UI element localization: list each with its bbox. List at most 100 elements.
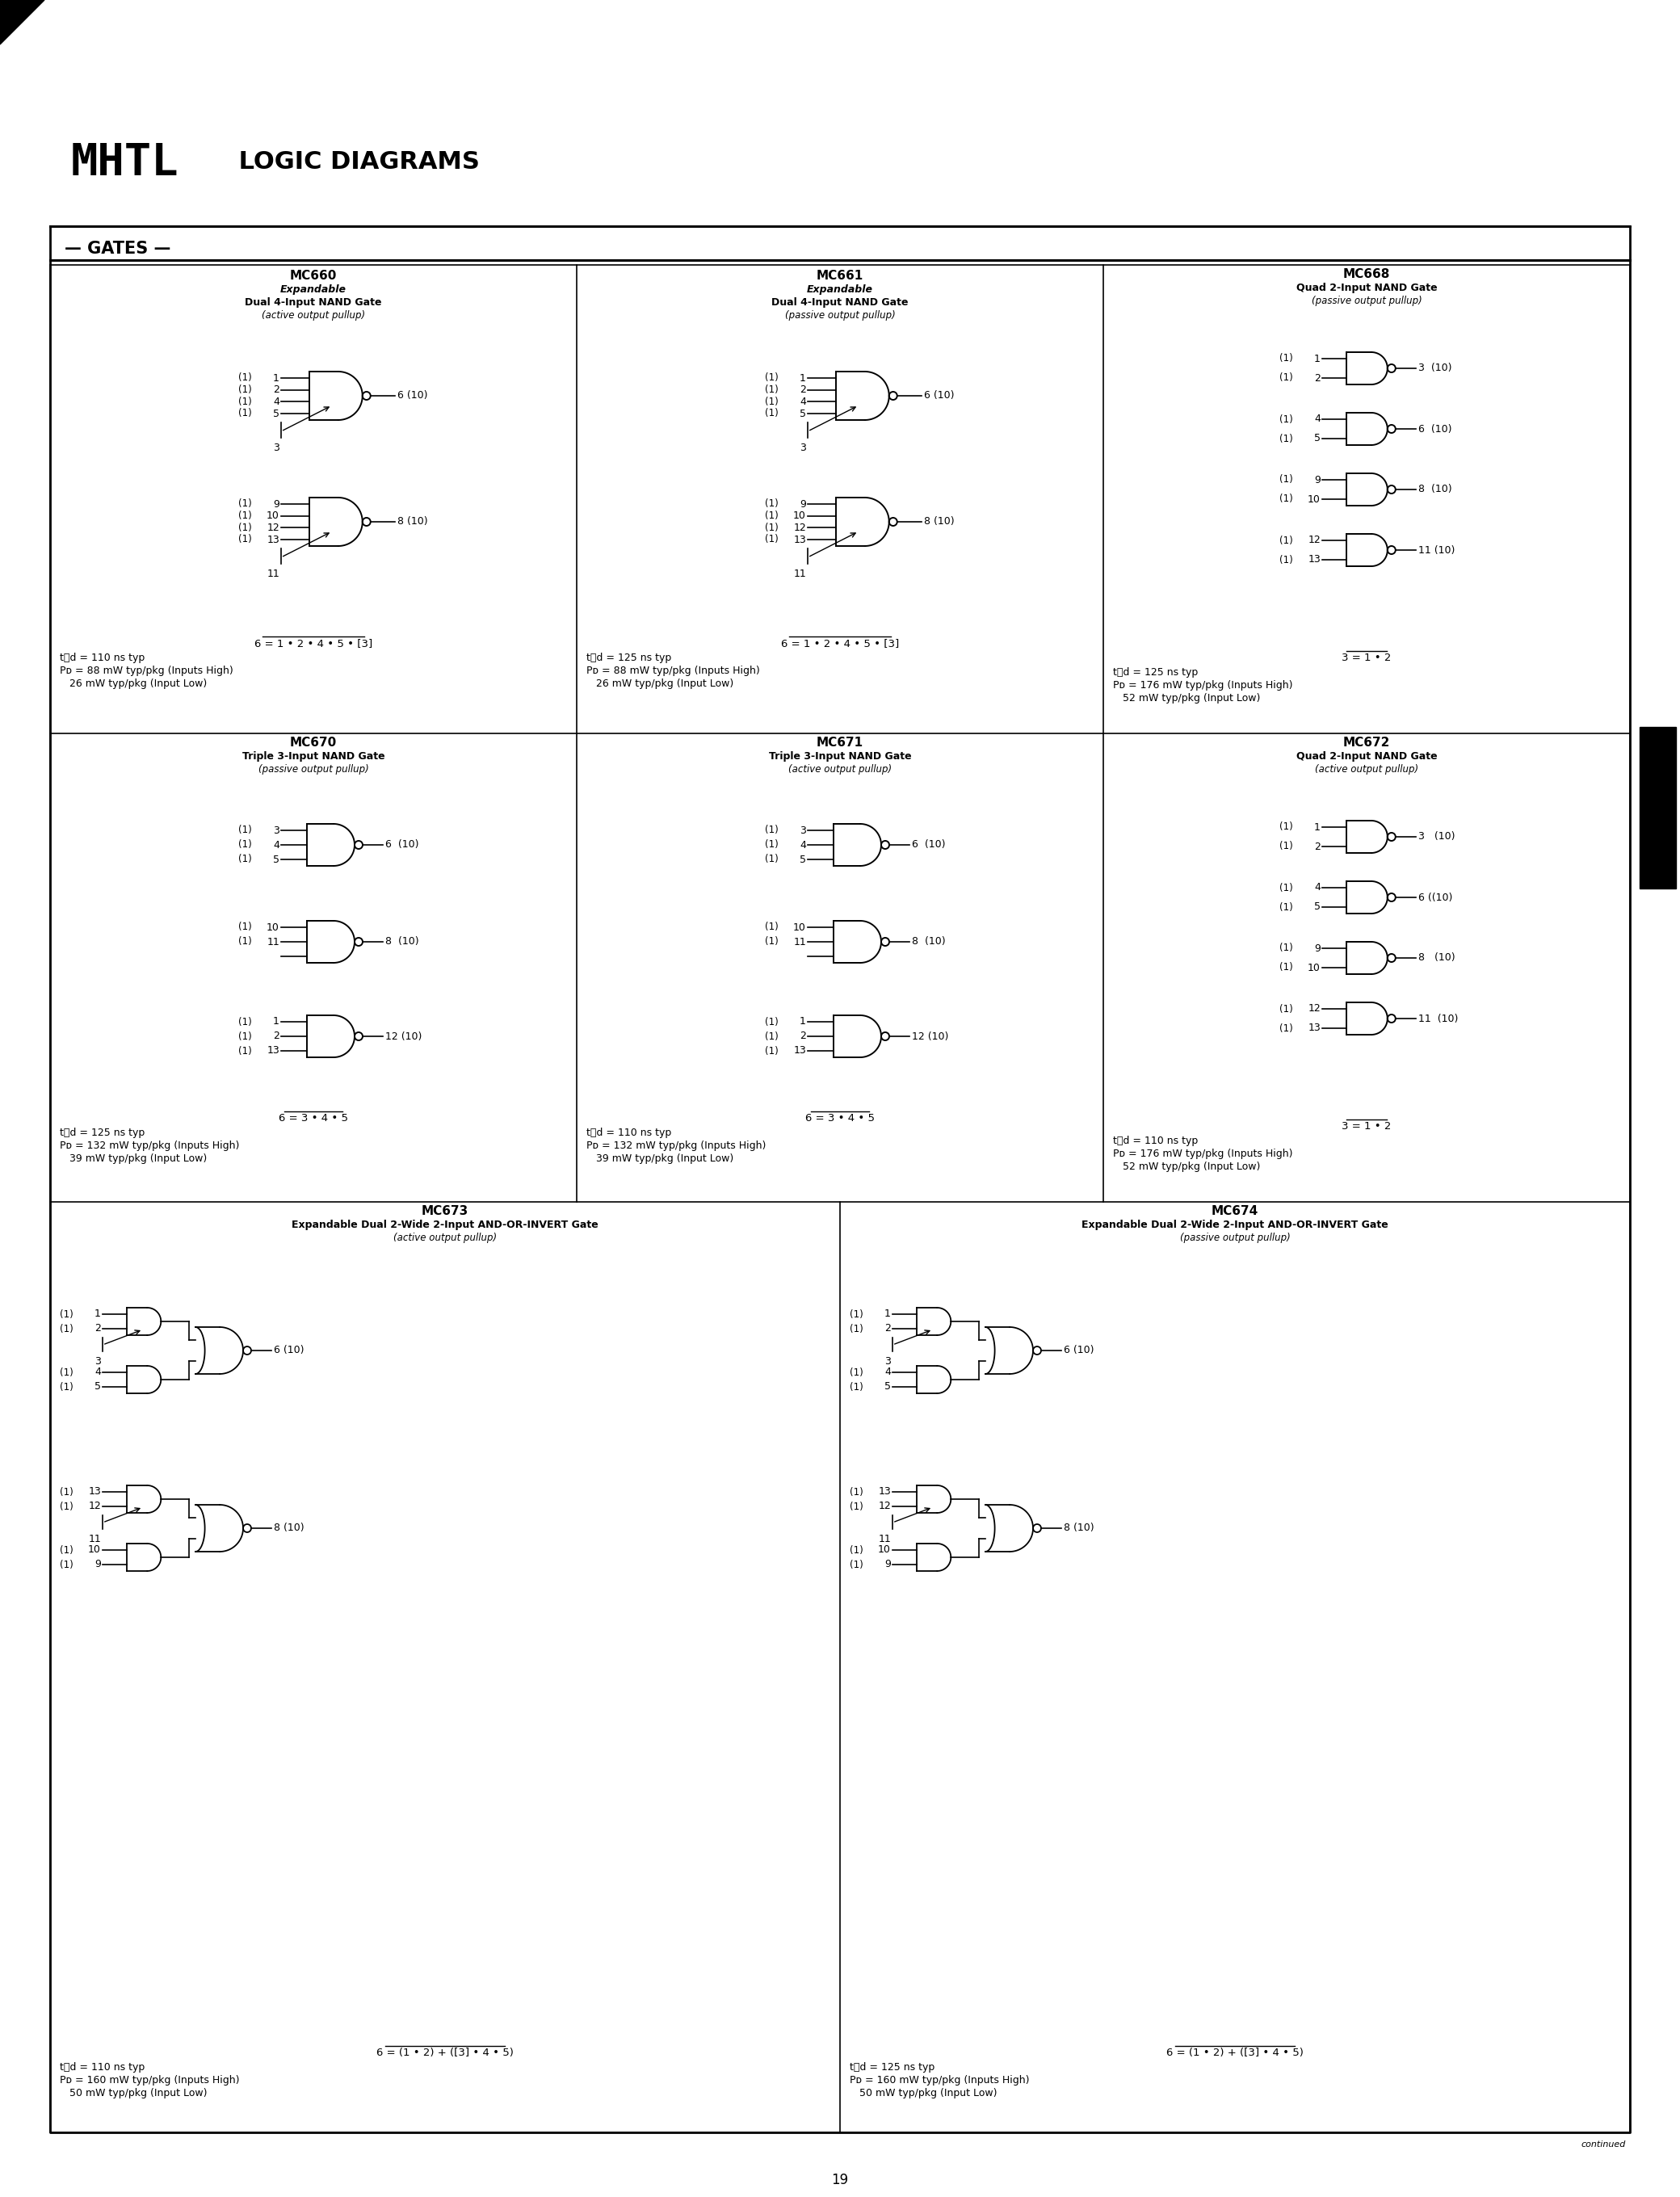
Text: (passive output pullup): (passive output pullup) bbox=[785, 310, 895, 321]
Text: 2: 2 bbox=[1314, 841, 1320, 852]
Text: 2: 2 bbox=[94, 1323, 101, 1334]
Text: 9: 9 bbox=[1314, 943, 1320, 953]
Text: 9: 9 bbox=[274, 499, 279, 510]
Text: (1): (1) bbox=[239, 534, 252, 545]
Text: (1): (1) bbox=[764, 499, 778, 510]
Text: t₝d = 110 ns typ: t₝d = 110 ns typ bbox=[1114, 1136, 1198, 1147]
Text: MHTL: MHTL bbox=[71, 141, 178, 185]
Text: 12: 12 bbox=[1307, 536, 1320, 545]
Text: (1): (1) bbox=[764, 936, 778, 947]
Text: 26 mW typ/pkg (Input Low): 26 mW typ/pkg (Input Low) bbox=[586, 679, 734, 690]
Text: 6 (10): 6 (10) bbox=[1063, 1345, 1094, 1356]
Text: 8 (10): 8 (10) bbox=[1063, 1523, 1094, 1534]
Text: (1): (1) bbox=[1280, 883, 1294, 892]
Text: 3  (10): 3 (10) bbox=[1418, 363, 1452, 373]
Text: 5: 5 bbox=[800, 409, 806, 420]
Text: (1): (1) bbox=[764, 523, 778, 534]
Text: (1): (1) bbox=[1280, 1024, 1294, 1033]
Text: (1): (1) bbox=[60, 1560, 74, 1571]
Text: Pᴅ = 176 mW typ/pkg (Inputs High): Pᴅ = 176 mW typ/pkg (Inputs High) bbox=[1114, 681, 1292, 690]
Text: (1): (1) bbox=[850, 1309, 864, 1320]
Text: t₝d = 125 ns typ: t₝d = 125 ns typ bbox=[1114, 668, 1198, 677]
Text: (1): (1) bbox=[239, 395, 252, 406]
Text: 11: 11 bbox=[89, 1534, 101, 1544]
Text: (1): (1) bbox=[764, 923, 778, 932]
Text: t₝d = 110 ns typ: t₝d = 110 ns typ bbox=[60, 653, 144, 663]
Text: (1): (1) bbox=[764, 409, 778, 420]
Text: 13: 13 bbox=[793, 534, 806, 545]
Text: (1): (1) bbox=[239, 839, 252, 850]
Text: 3   (10): 3 (10) bbox=[1418, 830, 1455, 841]
Text: (passive output pullup): (passive output pullup) bbox=[1312, 297, 1421, 305]
Text: 4: 4 bbox=[800, 839, 806, 850]
Text: LOGIC DIAGRAMS: LOGIC DIAGRAMS bbox=[230, 149, 480, 174]
Text: (1): (1) bbox=[239, 936, 252, 947]
Text: 6 = 3 • 4 • 5: 6 = 3 • 4 • 5 bbox=[805, 1114, 875, 1123]
Text: 6 = (1 • 2) + ([3] • 4 • 5): 6 = (1 • 2) + ([3] • 4 • 5) bbox=[376, 2048, 514, 2059]
Text: MC672: MC672 bbox=[1342, 736, 1389, 749]
Text: 2: 2 bbox=[885, 1323, 890, 1334]
Text: (active output pullup): (active output pullup) bbox=[1315, 765, 1418, 776]
Text: 11: 11 bbox=[879, 1534, 890, 1544]
Text: 5: 5 bbox=[884, 1382, 890, 1393]
Text: 3: 3 bbox=[800, 826, 806, 835]
Text: 1: 1 bbox=[94, 1309, 101, 1320]
Text: (1): (1) bbox=[850, 1544, 864, 1555]
Text: 2: 2 bbox=[800, 384, 806, 395]
FancyBboxPatch shape bbox=[1640, 727, 1677, 888]
Text: 50 mW typ/pkg (Input Low): 50 mW typ/pkg (Input Low) bbox=[850, 2087, 998, 2098]
Text: (1): (1) bbox=[1280, 413, 1294, 424]
Text: 1: 1 bbox=[1314, 822, 1320, 833]
Text: 3 = 1 • 2: 3 = 1 • 2 bbox=[1342, 1120, 1391, 1131]
Text: 9: 9 bbox=[94, 1560, 101, 1571]
Polygon shape bbox=[0, 0, 44, 44]
Text: continued: continued bbox=[1581, 2140, 1626, 2149]
Text: Pᴅ = 176 mW typ/pkg (Inputs High): Pᴅ = 176 mW typ/pkg (Inputs High) bbox=[1114, 1149, 1292, 1160]
Text: 10: 10 bbox=[267, 923, 279, 932]
Text: (1): (1) bbox=[1280, 943, 1294, 953]
Text: 10: 10 bbox=[1307, 962, 1320, 973]
Text: t₝d = 125 ns typ: t₝d = 125 ns typ bbox=[60, 1127, 144, 1138]
Text: 26 mW typ/pkg (Input Low): 26 mW typ/pkg (Input Low) bbox=[60, 679, 207, 690]
Text: (1): (1) bbox=[1280, 494, 1294, 505]
Text: 10: 10 bbox=[1307, 494, 1320, 505]
Text: 4: 4 bbox=[1314, 883, 1320, 892]
Text: 1: 1 bbox=[1314, 354, 1320, 365]
Text: 4: 4 bbox=[274, 395, 279, 406]
Text: 12 (10): 12 (10) bbox=[912, 1030, 949, 1041]
Text: (1): (1) bbox=[60, 1309, 74, 1320]
Text: (1): (1) bbox=[239, 923, 252, 932]
Text: 5: 5 bbox=[1314, 901, 1320, 912]
Text: Quad 2-Input NAND Gate: Quad 2-Input NAND Gate bbox=[1295, 283, 1436, 292]
Text: 6  (10): 6 (10) bbox=[912, 839, 946, 850]
Text: 9: 9 bbox=[1314, 475, 1320, 486]
Text: (1): (1) bbox=[850, 1323, 864, 1334]
Text: 19: 19 bbox=[832, 2173, 848, 2188]
Text: (1): (1) bbox=[1280, 475, 1294, 486]
Text: (1): (1) bbox=[239, 826, 252, 835]
Text: 11 (10): 11 (10) bbox=[1418, 545, 1455, 556]
Text: Expandable Dual 2-Wide 2-Input AND-OR-INVERT Gate: Expandable Dual 2-Wide 2-Input AND-OR-IN… bbox=[292, 1219, 598, 1230]
Text: 6  (10): 6 (10) bbox=[385, 839, 418, 850]
Text: (1): (1) bbox=[1280, 841, 1294, 852]
Text: 12: 12 bbox=[793, 523, 806, 534]
Text: — GATES —: — GATES — bbox=[64, 242, 171, 257]
Text: 13: 13 bbox=[879, 1487, 890, 1496]
Text: Dual 4-Input NAND Gate: Dual 4-Input NAND Gate bbox=[245, 297, 381, 308]
Text: 2: 2 bbox=[274, 1030, 279, 1041]
Text: Pᴅ = 88 mW typ/pkg (Inputs High): Pᴅ = 88 mW typ/pkg (Inputs High) bbox=[60, 666, 234, 677]
Text: (1): (1) bbox=[239, 373, 252, 382]
Text: (1): (1) bbox=[850, 1560, 864, 1571]
Text: 9: 9 bbox=[800, 499, 806, 510]
Text: (1): (1) bbox=[60, 1382, 74, 1393]
Text: t₝d = 110 ns typ: t₝d = 110 ns typ bbox=[586, 1127, 672, 1138]
Text: (1): (1) bbox=[764, 855, 778, 866]
Text: (1): (1) bbox=[764, 826, 778, 835]
Text: 1: 1 bbox=[274, 373, 279, 382]
Text: (1): (1) bbox=[60, 1501, 74, 1512]
Text: 12: 12 bbox=[879, 1501, 890, 1512]
Text: 13: 13 bbox=[267, 534, 279, 545]
Text: Pᴅ = 160 mW typ/pkg (Inputs High): Pᴅ = 160 mW typ/pkg (Inputs High) bbox=[60, 2074, 240, 2085]
Text: (1): (1) bbox=[764, 534, 778, 545]
Text: 3: 3 bbox=[274, 442, 279, 453]
